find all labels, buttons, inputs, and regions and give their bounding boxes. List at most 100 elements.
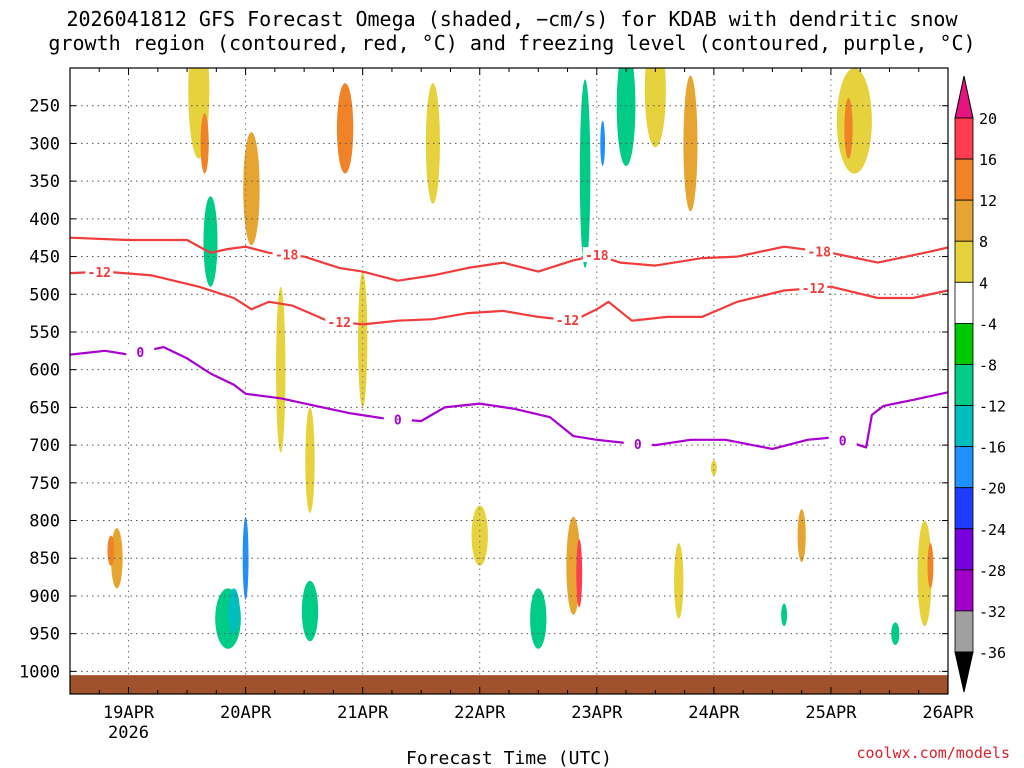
x-axis-title: Forecast Time (UTC)	[406, 748, 612, 768]
x-tick-label-24APR: 24APR	[688, 703, 740, 723]
omega-cell-4	[203, 196, 218, 287]
y-tick-label-450: 450	[29, 248, 60, 268]
ground-shading	[70, 675, 948, 694]
colorbar-label-11: -28	[979, 562, 1006, 580]
y-tick-label-250: 250	[29, 97, 60, 117]
omega-cell-11	[305, 407, 315, 513]
omega-cell-27	[844, 98, 853, 159]
omega-cell-21	[616, 68, 636, 167]
colorbar-label-5: -4	[979, 315, 997, 333]
colorbar-label-7: -12	[979, 398, 1006, 416]
colorbar-seg-12	[954, 610, 974, 653]
y-tick-label-950: 950	[29, 625, 60, 645]
y-tick-label-750: 750	[29, 474, 60, 494]
colorbar-label-10: -24	[979, 521, 1006, 539]
colorbar-seg-7	[954, 405, 974, 448]
ground-layer	[70, 675, 948, 694]
contour-label-0-0: 0	[136, 346, 144, 361]
y-tick-label-800: 800	[29, 512, 60, 532]
x-tick-label-22APR: 22APR	[454, 703, 506, 723]
y-tick-label-400: 400	[29, 210, 60, 230]
x-tick-label-23APR: 23APR	[571, 703, 623, 723]
omega-cell-25	[797, 509, 806, 563]
contour-labels-layer: -18 -18 -18 -12 -12 -12 -12 0 0 0 0	[85, 243, 857, 453]
colorbar-label-12: -32	[979, 603, 1006, 621]
omega-cell-10	[301, 580, 319, 642]
y-tick-label-500: 500	[29, 285, 60, 305]
colorbar: 20 16 12 8 4 -4 -8 -12 -16 -20 -24 -28 -32 -36	[954, 75, 1006, 693]
contour-label-bg-0-1	[383, 411, 412, 427]
colorbar-label-6: -8	[979, 356, 997, 374]
y-axis: 250 300 350 400 450 500 550 600 650 700 750 800 850 9…	[19, 97, 948, 682]
contour-label-bg--12-2	[553, 312, 582, 328]
contour-label-bg--12-0	[85, 263, 114, 279]
colorbar-seg-2	[954, 199, 974, 242]
contour-label--18-0: -18	[275, 249, 299, 264]
omega-cell-13	[357, 271, 368, 408]
omega-cell-12	[336, 83, 354, 174]
colorbar-label-13: -36	[979, 644, 1006, 662]
chart-title-line-1: 2026041812 GFS Forecast Omega (shaded, −…	[66, 7, 958, 31]
colorbar-seg-4	[954, 281, 974, 324]
x-tick-label-21APR: 21APR	[337, 703, 389, 723]
contour--18	[70, 236, 948, 282]
x-tick-label-20APR: 20APR	[220, 703, 272, 723]
omega-cell-32	[710, 460, 717, 476]
y-tick-label-550: 550	[29, 323, 60, 343]
colorbar-seg-10	[954, 528, 974, 571]
x-tick-label-25APR: 25APR	[805, 703, 857, 723]
omega-shading-layer	[107, 68, 934, 649]
y-tick-label-900: 900	[29, 587, 60, 607]
contour-label-bg-0-2	[623, 435, 652, 451]
omega-cell-9	[276, 286, 286, 453]
omega-cell-3	[200, 113, 209, 174]
y-tick-label-300: 300	[29, 134, 60, 154]
omega-cell-29	[927, 543, 934, 589]
chart-title-line-2: growth region (contoured, red, °C) and f…	[48, 31, 976, 55]
contour-label--12-2: -12	[556, 314, 579, 329]
colorbar-seg-1	[954, 158, 974, 201]
colorbar-bottom-arrow	[954, 651, 974, 693]
y-tick-label-1000: 1000	[19, 662, 60, 682]
contour-label-bg--12-3	[799, 280, 828, 296]
credit-text: coolwx.com/models	[856, 744, 1010, 762]
omega-cell-14	[425, 83, 440, 204]
omega-cell-31	[781, 603, 788, 627]
x-sub-label: 2026	[108, 723, 149, 743]
colorbar-seg-6	[954, 364, 974, 406]
colorbar-label-4: 4	[979, 274, 988, 292]
colorbar-top-arrow	[954, 75, 974, 119]
omega-cell-23	[683, 75, 698, 212]
omega-cell-18	[576, 539, 583, 608]
contour-label-bg-0-3	[828, 432, 857, 448]
omega-cell-19	[579, 79, 591, 268]
omega-cell-6	[228, 588, 240, 634]
colorbar-seg-0	[954, 117, 974, 160]
x-axis: 19APR 20APR 21APR 22APR 23APR 24APR 25APR 26APR…	[69, 68, 974, 743]
colorbar-seg-8	[954, 446, 974, 489]
contour-label-0-2: 0	[634, 438, 642, 453]
colorbar-seg-11	[954, 569, 974, 612]
y-tick-label-850: 850	[29, 549, 60, 569]
y-tick-label-650: 650	[29, 398, 60, 418]
colorbar-seg-5	[954, 322, 974, 365]
contour-label--12-0: -12	[88, 266, 111, 281]
contour-label-0-3: 0	[839, 435, 847, 450]
x-tick-label-26APR: 26APR	[922, 703, 974, 723]
contour-label--12-3: -12	[802, 282, 825, 297]
omega-cell-8	[243, 132, 260, 246]
colorbar-label-2: 12	[979, 192, 997, 210]
y-tick-label-700: 700	[29, 436, 60, 456]
contour-label-bg-0-0	[126, 344, 155, 360]
contour-label-bg--18-0	[272, 246, 301, 262]
contour-label-bg--18-1	[582, 247, 611, 263]
colorbar-label-1: 16	[979, 151, 997, 169]
contour-label-bg--18-2	[805, 243, 834, 259]
contour-label--18-1: -18	[585, 249, 609, 264]
y-tick-label-350: 350	[29, 172, 60, 192]
contour-layer	[70, 236, 948, 450]
omega-cell-1	[107, 535, 115, 566]
omega-cell-26	[836, 68, 872, 174]
contour-label-bg--12-1	[325, 313, 354, 329]
